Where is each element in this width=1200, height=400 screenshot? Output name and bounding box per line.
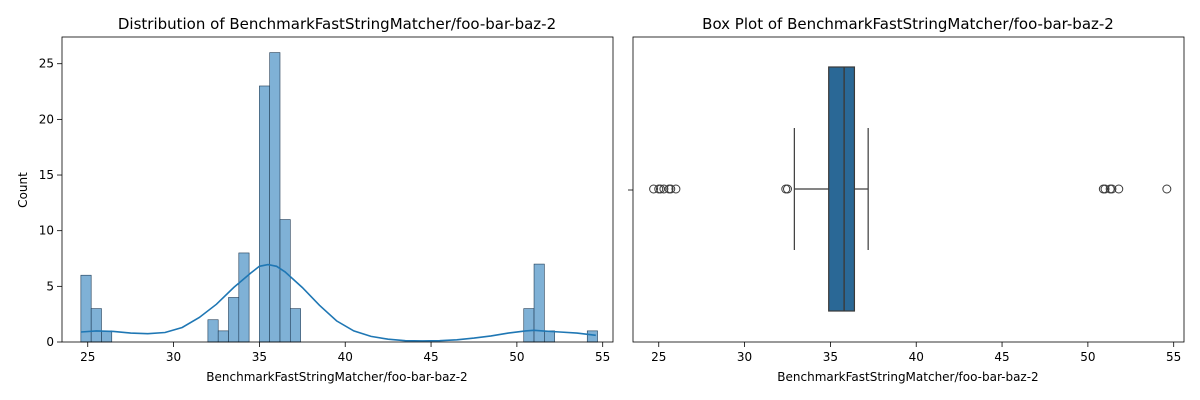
boxplot-x-axis: 25 30 35 40 45 50 55 xyxy=(651,342,1181,364)
histogram-bar xyxy=(289,308,301,343)
histogram-bar xyxy=(259,85,270,343)
histogram-x-tick-label: 55 xyxy=(595,350,610,364)
boxplot-x-tick-label: 55 xyxy=(1166,350,1181,364)
histogram-bar xyxy=(238,252,250,343)
histogram-title: Distribution of BenchmarkFastStringMatch… xyxy=(118,15,556,33)
histogram-y-axis-label: Count xyxy=(16,172,30,208)
boxplot-x-tick-label: 40 xyxy=(909,350,924,364)
histogram-x-axis-label: BenchmarkFastStringMatcher/foo-bar-baz-2 xyxy=(206,370,467,384)
outlier-point xyxy=(1100,184,1110,194)
boxplot-x-tick-label: 45 xyxy=(994,350,1009,364)
histogram-x-tick-label: 50 xyxy=(509,350,524,364)
histogram-bar xyxy=(90,308,102,343)
histogram-bar xyxy=(207,319,219,343)
histogram-y-tick-label: 15 xyxy=(39,168,54,182)
outlier-point xyxy=(1162,184,1172,194)
histogram-x-tick-label: 30 xyxy=(166,350,181,364)
boxplot-panel: Box Plot of BenchmarkFastStringMatcher/f… xyxy=(628,15,1185,384)
outlier-point xyxy=(782,184,792,194)
boxplot-x-tick-label: 25 xyxy=(651,350,666,364)
outlier-point xyxy=(1107,184,1117,194)
histogram-bar xyxy=(269,52,281,343)
histogram-x-tick-label: 45 xyxy=(423,350,438,364)
outlier-point xyxy=(659,184,669,194)
histogram-y-tick-label: 5 xyxy=(46,279,54,293)
histogram-y-axis: 0 5 10 15 20 25 xyxy=(39,57,62,349)
boxplot-x-tick-label: 50 xyxy=(1080,350,1095,364)
histogram-bar xyxy=(101,330,113,343)
outlier-point xyxy=(1114,184,1124,194)
histogram-panel: Distribution of BenchmarkFastStringMatch… xyxy=(16,15,614,384)
histogram-bar xyxy=(586,330,598,343)
outlier-point xyxy=(671,184,681,194)
histogram-bar xyxy=(523,308,535,343)
histogram-x-tick-label: 40 xyxy=(338,350,353,364)
histogram-plot-frame xyxy=(61,36,614,343)
iqr-box xyxy=(828,66,856,312)
histogram-bar xyxy=(279,219,291,343)
histogram-x-axis: 25 30 35 40 45 50 55 xyxy=(80,342,610,364)
histogram-y-tick-label: 20 xyxy=(39,112,54,126)
histogram-y-tick-label: 10 xyxy=(39,224,54,238)
histogram-x-tick-label: 25 xyxy=(80,350,95,364)
boxplot-x-tick-label: 30 xyxy=(737,350,752,364)
outlier-point xyxy=(649,184,659,194)
histogram-y-tick-label: 25 xyxy=(39,57,54,71)
boxplot-body xyxy=(793,66,869,312)
boxplot-plot-frame xyxy=(632,36,1185,343)
boxplot-title: Box Plot of BenchmarkFastStringMatcher/f… xyxy=(702,15,1114,33)
histogram-bar xyxy=(217,330,229,343)
histogram-bars xyxy=(80,52,598,343)
histogram-bar xyxy=(544,330,555,343)
outlier-point xyxy=(781,184,791,194)
outlier-point xyxy=(666,184,676,194)
histogram-bar xyxy=(228,297,240,343)
outlier-point xyxy=(655,184,665,194)
boxplot-outliers xyxy=(649,184,1172,194)
histogram-y-tick-label: 0 xyxy=(46,335,54,349)
boxplot-x-tick-label: 35 xyxy=(823,350,838,364)
kde-curve xyxy=(80,263,596,342)
histogram-x-tick-label: 35 xyxy=(252,350,267,364)
boxplot-x-axis-label: BenchmarkFastStringMatcher/foo-bar-baz-2 xyxy=(777,370,1038,384)
